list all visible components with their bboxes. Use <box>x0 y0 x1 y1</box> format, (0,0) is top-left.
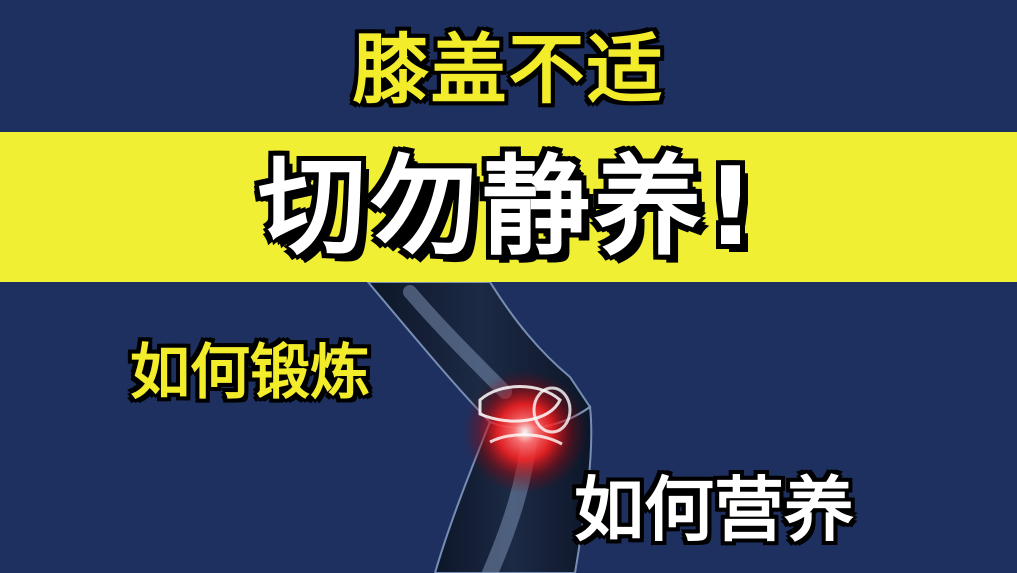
label-nutrition: 如何营养 <box>574 469 854 551</box>
highlight-band <box>0 132 1017 282</box>
label-exercise: 如何锻炼 <box>130 338 370 408</box>
knee-xray-pain-icon <box>366 282 593 573</box>
headline-main: 切勿静养! <box>257 145 760 270</box>
headline-top: 膝盖不适 <box>352 25 665 114</box>
